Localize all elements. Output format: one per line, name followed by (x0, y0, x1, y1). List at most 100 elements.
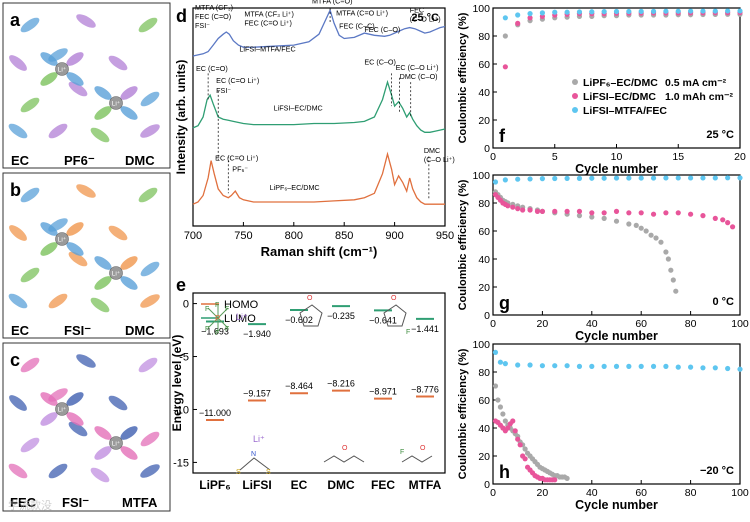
molecule-ellipse (140, 91, 160, 107)
data-point (510, 204, 516, 210)
data-point (601, 363, 607, 369)
data-point (564, 363, 570, 369)
solvation-ellipse (66, 222, 84, 236)
lumo-label: −0.641 (369, 315, 397, 325)
data-point (700, 8, 706, 14)
legend-marker (572, 93, 578, 99)
solvation-ellipse (94, 86, 112, 100)
data-point (552, 208, 558, 214)
panel-g: 0 20 40 60 80 100 0 20 40 60 80 100 Cycle number Coul… (457, 170, 749, 343)
panel-b: b Li⁺ Li⁺ EC FSI⁻ DMC (2, 172, 171, 339)
label-c-3: MTFA (122, 495, 158, 510)
data-point (589, 175, 595, 181)
annotation-label: DMC (424, 146, 440, 155)
data-point (601, 210, 607, 216)
data-point (539, 363, 546, 369)
molecule-ellipse (138, 17, 158, 33)
lumo-label: −1.693 (201, 327, 229, 337)
x-axis-label: Raman shift (cm⁻¹) (261, 244, 378, 259)
axes-frame (192, 7, 446, 227)
data-point (601, 9, 607, 15)
atom-label-f: F (400, 449, 404, 456)
x-tick-label: 950 (436, 230, 454, 242)
y-tick-label: 100 (472, 170, 490, 182)
x-tick-label: 20 (734, 151, 746, 163)
data-point (688, 364, 694, 370)
legend-label-lumo: LUMO (224, 313, 256, 325)
x-tick-label: 80 (685, 487, 697, 499)
homo-label: −8.216 (327, 379, 355, 389)
atom-label-f: F (406, 329, 410, 336)
annotation-label: (C–O Li⁺) (410, 14, 441, 23)
fec-ring (383, 304, 407, 327)
data-point (626, 221, 632, 227)
bond (217, 307, 229, 319)
annotation-label: (C–O Li⁺) (424, 155, 455, 164)
data-point (527, 362, 533, 368)
data-point (650, 8, 657, 14)
annotation-label: FEC (C=O) (195, 12, 231, 21)
data-point (725, 8, 731, 14)
x-tick-label: 800 (285, 230, 303, 242)
molecule-ellipse (9, 225, 27, 241)
li-ion (109, 436, 123, 450)
molecule-scene-c: Li⁺ Li⁺ (8, 354, 160, 483)
molecule-ellipse (68, 81, 88, 97)
data-point (601, 175, 607, 181)
legend-marker (572, 107, 578, 113)
annotation-label: FEC (410, 5, 424, 14)
y-tick-label: 0 (484, 310, 490, 322)
data-point (515, 436, 521, 442)
molecule-ellipse (140, 261, 160, 277)
solvation-ellipse (66, 52, 84, 66)
data-point (638, 8, 644, 14)
molecule-ellipse (20, 267, 40, 283)
molecule-ellipse (108, 395, 128, 411)
data-point (534, 208, 541, 214)
data-point (648, 232, 654, 238)
mtfa-bonds (401, 455, 433, 463)
data-point (613, 363, 620, 369)
molecule-ellipse (138, 357, 158, 373)
panel-letter-c: c (10, 350, 20, 370)
annotation-label: FEC (C=O Li⁺) (244, 19, 292, 28)
y-axis-label: Coulombic efficiency (%) (457, 348, 469, 479)
label-b-3: DMC (125, 323, 155, 338)
atom-label-o: O (420, 445, 426, 452)
y-tick-label: 0 (183, 299, 189, 311)
label-c-1: FEC (10, 495, 37, 510)
condition-note: 1.0 mAh cm⁻² (665, 91, 733, 103)
series-line (192, 151, 445, 205)
legend-label: LiFSI–EC/DMC (583, 91, 656, 103)
molecule-ellipse (76, 184, 96, 198)
x-axis-label: Cycle number (575, 162, 658, 176)
solvation-ellipse (66, 242, 84, 256)
data-point (589, 363, 595, 369)
data-point (497, 404, 504, 410)
data-point (700, 213, 706, 219)
data-point (576, 9, 583, 15)
x-tick-label: 40 (586, 487, 598, 499)
homo-label: −11.000 (199, 408, 231, 418)
chart-title: −20 °C (700, 465, 734, 477)
solvation-ellipse (120, 256, 138, 270)
watermark: 学流款没 (8, 498, 52, 512)
panel-e: e 0 -5 -10 -15 Energy level (eV) LiPF₆ −1.693 −… (170, 275, 446, 492)
li-ion-label: Li⁺ (58, 407, 67, 414)
data-point (564, 475, 570, 481)
raman-plot: 700 750 800 850 900 950 Raman shift (cm⁻¹) Inte… (174, 0, 455, 259)
data-point (505, 425, 511, 431)
molecule-ellipse (48, 463, 68, 479)
panel-letter-a: a (10, 10, 21, 30)
molecule-ellipse (68, 421, 88, 437)
annotation-label: MTFA (CF₃) (195, 3, 233, 12)
lumo-label: −0.602 (285, 315, 313, 325)
y-tick-label: 0 (484, 479, 490, 491)
x-tick-label: 80 (685, 318, 697, 330)
chart-title: 25 °C (706, 129, 734, 141)
molecule-ellipse (8, 123, 28, 139)
x-tick-label: 20 (537, 318, 549, 330)
molecule-ellipse (76, 14, 96, 28)
label-a-2: PF6⁻ (64, 153, 95, 168)
data-point (527, 176, 533, 182)
